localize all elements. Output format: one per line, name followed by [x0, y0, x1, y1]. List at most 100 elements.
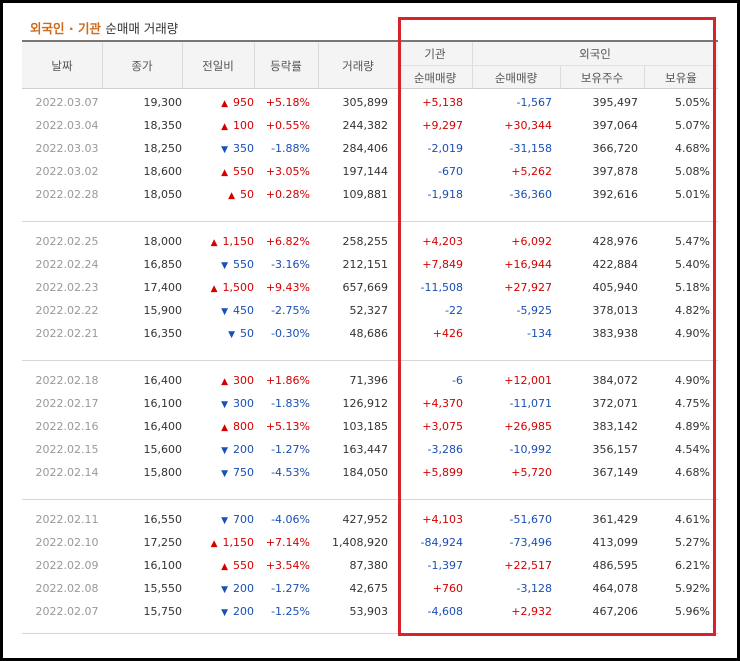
title-accent: 외국인 · 기관 [30, 21, 101, 36]
change-value: 550 [233, 165, 254, 178]
foreigner-net-cell: +27,927 [504, 281, 552, 294]
change-cell: ▼ 750 [182, 461, 254, 484]
change-cell: ▼ 550 [182, 253, 254, 276]
change-cell: ▼ 350 [182, 137, 254, 160]
rate-cell: +7.14% [265, 536, 310, 549]
triangle-down-icon: ▼ [221, 307, 228, 317]
hold-ratio-cell: 5.40% [675, 258, 710, 271]
holdings-cell: 405,940 [592, 281, 639, 294]
change-value: 1,150 [222, 536, 255, 549]
table-row: 2022.02.07 15,750 ▼ 200 -1.25% 53,903 -4,608 +2… [22, 600, 718, 623]
foreigner-net-cell: -73,496 [509, 536, 552, 549]
institution-net-cell: -84,924 [420, 536, 463, 549]
header-inst-net: 순매매량 [413, 70, 457, 85]
close-price-cell: 16,400 [143, 420, 183, 433]
volume-cell: 48,686 [349, 327, 389, 340]
close-price-cell: 18,000 [143, 235, 183, 248]
triangle-down-icon: ▼ [221, 261, 228, 271]
table-row: 2022.03.03 18,250 ▼ 350 -1.88% 284,406 -2,019 -… [22, 137, 718, 160]
holdings-cell: 486,595 [592, 559, 639, 572]
header-change: 전일비 [202, 58, 234, 73]
change-cell: ▼ 450 [182, 299, 254, 322]
triangle-up-icon: ▲ [221, 168, 228, 178]
hold-ratio-cell: 5.47% [675, 235, 710, 248]
table-bottom-border [22, 633, 718, 634]
change-value: 550 [233, 258, 254, 271]
rate-cell: -4.53% [271, 466, 310, 479]
close-price-cell: 16,100 [143, 559, 183, 572]
change-cell: ▼ 200 [182, 600, 254, 623]
header-holdings: 보유주수 [580, 70, 624, 85]
close-price-cell: 18,050 [143, 188, 183, 201]
foreigner-net-cell: +30,344 [504, 119, 552, 132]
close-price-cell: 15,800 [143, 466, 183, 479]
holdings-cell: 467,206 [592, 605, 639, 618]
triangle-up-icon: ▲ [221, 562, 228, 572]
date-cell: 2022.02.10 [35, 536, 99, 549]
table-row: 2022.02.16 16,400 ▲ 800 +5.13% 103,185 +3,075 +… [22, 415, 718, 438]
close-price-cell: 18,250 [143, 142, 183, 155]
hold-ratio-cell: 5.05% [675, 96, 710, 109]
holdings-cell: 464,078 [592, 582, 639, 595]
close-price-cell: 18,350 [143, 119, 183, 132]
hold-ratio-cell: 4.75% [675, 397, 710, 410]
triangle-up-icon: ▲ [221, 122, 228, 132]
holdings-cell: 395,497 [592, 96, 639, 109]
institution-net-cell: +7,849 [422, 258, 463, 271]
rate-cell: +1.86% [265, 374, 310, 387]
foreigner-net-cell: -134 [527, 327, 552, 340]
volume-cell: 71,396 [349, 374, 389, 387]
header-divider [254, 42, 255, 89]
rate-cell: -0.30% [271, 327, 310, 340]
close-price-cell: 15,550 [143, 582, 183, 595]
holdings-cell: 422,884 [592, 258, 639, 271]
hold-ratio-cell: 4.68% [675, 142, 710, 155]
triangle-up-icon: ▲ [221, 99, 228, 109]
volume-cell: 163,447 [342, 443, 389, 456]
institution-net-cell: -1,397 [427, 559, 463, 572]
institution-net-cell: +9,297 [422, 119, 463, 132]
volume-cell: 305,899 [342, 96, 389, 109]
volume-cell: 103,185 [342, 420, 389, 433]
table-row: 2022.02.17 16,100 ▼ 300 -1.83% 126,912 +4,370 -… [22, 392, 718, 415]
date-cell: 2022.03.02 [35, 165, 99, 178]
change-value: 1,500 [222, 281, 255, 294]
institution-net-cell: -670 [438, 165, 463, 178]
close-price-cell: 15,750 [143, 605, 183, 618]
foreigner-net-cell: -31,158 [509, 142, 552, 155]
change-cell: ▲ 100 [182, 114, 254, 137]
date-cell: 2022.02.24 [35, 258, 99, 271]
close-price-cell: 16,400 [143, 374, 183, 387]
table-row: 2022.03.07 19,300 ▲ 950 +5.18% 305,899 +5,138 -… [22, 91, 718, 114]
hold-ratio-cell: 4.82% [675, 304, 710, 317]
change-value: 800 [233, 420, 254, 433]
foreigner-net-cell: +5,262 [511, 165, 552, 178]
volume-cell: 258,255 [342, 235, 389, 248]
volume-cell: 52,327 [349, 304, 389, 317]
rate-cell: -4.06% [271, 513, 310, 526]
foreigner-net-cell: -51,670 [509, 513, 552, 526]
institution-net-cell: +4,103 [422, 513, 463, 526]
change-value: 100 [233, 119, 254, 132]
rate-cell: +0.55% [265, 119, 310, 132]
holdings-cell: 383,142 [592, 420, 639, 433]
table-row: 2022.02.10 17,250 ▲ 1,150 +7.14% 1,408,920 -84… [22, 531, 718, 554]
close-price-cell: 16,350 [143, 327, 183, 340]
institution-net-cell: +5,138 [422, 96, 463, 109]
date-cell: 2022.02.08 [35, 582, 99, 595]
header-subdivider [398, 65, 718, 66]
institution-net-cell: -2,019 [427, 142, 463, 155]
date-cell: 2022.02.21 [35, 327, 99, 340]
close-price-cell: 18,600 [143, 165, 183, 178]
volume-cell: 184,050 [342, 466, 389, 479]
rate-cell: -2.75% [271, 304, 310, 317]
group-separator [22, 360, 718, 361]
change-value: 200 [233, 605, 254, 618]
institution-net-cell: -22 [445, 304, 463, 317]
rate-cell: -1.25% [271, 605, 310, 618]
holdings-cell: 383,938 [592, 327, 639, 340]
table-row: 2022.02.25 18,000 ▲ 1,150 +6.82% 258,255 +4,20… [22, 230, 718, 253]
table-row: 2022.02.08 15,550 ▼ 200 -1.27% 42,675 +760 -3,1… [22, 577, 718, 600]
hold-ratio-cell: 5.96% [675, 605, 710, 618]
